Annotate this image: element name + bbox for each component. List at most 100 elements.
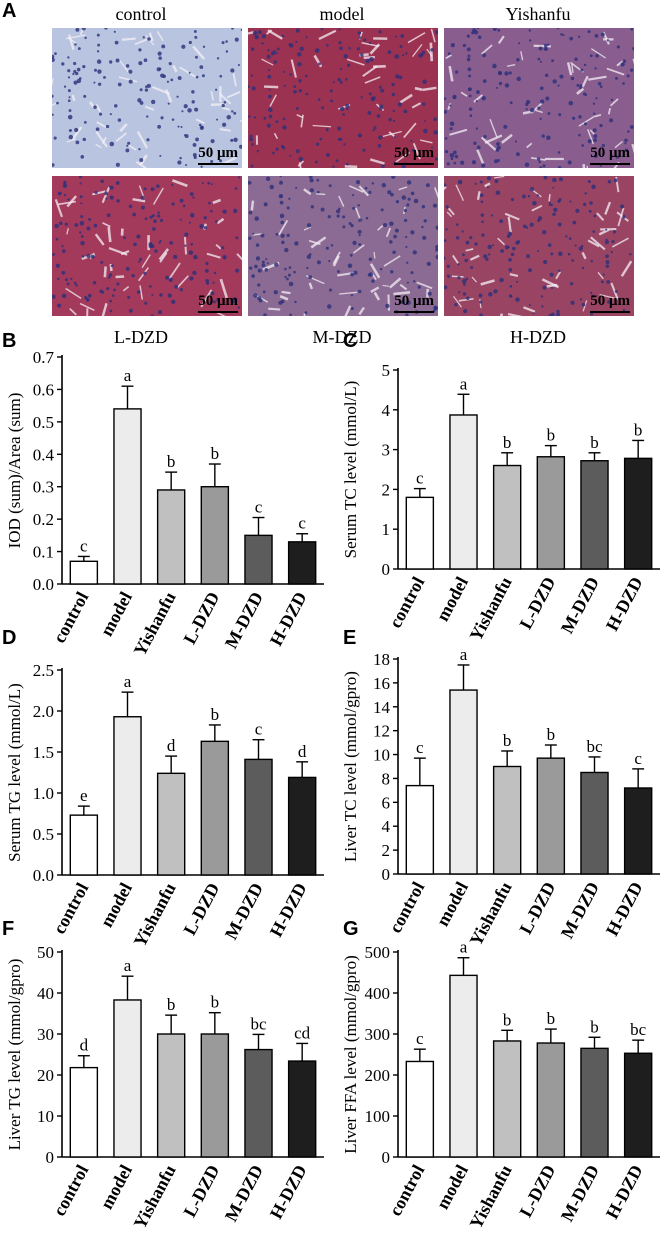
y-tick-label: 2	[382, 841, 391, 860]
bar-model	[449, 974, 478, 1158]
bar-yishanfu	[156, 772, 186, 876]
bar-m-dzd	[244, 1048, 273, 1158]
significance-letter: c	[255, 498, 263, 517]
y-tick-label: 4	[382, 817, 391, 836]
label-yishanfu: Yishanfu	[505, 4, 571, 24]
bar-l-dzd	[536, 1042, 566, 1158]
bar-yishanfu	[492, 1040, 522, 1158]
significance-letter: b	[547, 1009, 556, 1028]
significance-letter: c	[298, 514, 306, 533]
chart-c: 0 1 2 3 4 5 Serum TC level (mmol/L) c control a mo…	[341, 361, 660, 644]
scale-bar-line	[590, 311, 630, 313]
label-control: control	[115, 4, 167, 24]
micrograph-h-dzd: 50 μm	[444, 176, 634, 316]
y-tick-label: 5	[382, 361, 391, 380]
micrograph-control: 50 μm	[52, 28, 242, 168]
x-tick-label: Yishanfu	[465, 1161, 515, 1232]
x-tick-label: L-DZD	[179, 1161, 223, 1220]
significance-letter: d	[80, 1036, 89, 1055]
y-tick-label: 10	[373, 746, 390, 765]
y-axis-label: Serum TG level (mmol/L)	[5, 683, 24, 862]
significance-letter: b	[547, 426, 556, 445]
y-tick-label: 0.1	[33, 543, 54, 562]
significance-letter: b	[167, 995, 176, 1014]
bar-h-dzd	[623, 787, 653, 875]
bar-model	[113, 716, 142, 876]
y-tick-label: 0.0	[33, 866, 54, 885]
y-axis-label: IOD (sum)/Area (sum)	[5, 393, 24, 549]
x-tick-label: model	[96, 1161, 136, 1212]
y-tick-label: 30	[37, 1025, 54, 1044]
y-tick-label: 6	[382, 793, 391, 812]
y-tick-label: 1	[382, 520, 391, 539]
scale-bar-label: 50 μm	[394, 293, 434, 313]
significance-letter: c	[416, 1029, 424, 1048]
y-tick-label: 0.2	[33, 510, 54, 529]
significance-letter: c	[416, 469, 424, 488]
bar-control	[69, 560, 99, 585]
bar-control	[69, 814, 99, 876]
scale-bar-line	[394, 311, 434, 313]
panel-letter-b: B	[2, 330, 17, 352]
y-tick-label: 100	[365, 1107, 391, 1126]
x-tick-label: M-DZD	[557, 1161, 603, 1224]
significance-letter: c	[634, 749, 642, 768]
y-tick-label: 18	[373, 650, 390, 669]
y-tick-label: 0	[46, 1148, 55, 1167]
y-tick-label: 1.0	[33, 784, 54, 803]
significance-letter: b	[590, 1017, 599, 1036]
y-tick-label: 0	[382, 1148, 391, 1167]
scale-bar-label: 50 μm	[590, 293, 630, 313]
x-tick-label: control	[49, 1161, 92, 1219]
label-h-dzd: H-DZD	[510, 327, 566, 347]
significance-letter: b	[590, 433, 599, 452]
x-tick-label: H-DZD	[602, 1161, 647, 1222]
y-tick-label: 400	[365, 984, 391, 1003]
bar-m-dzd	[580, 771, 609, 875]
y-axis-label: Liver FFA level (mmol/gpro)	[341, 955, 360, 1153]
chart-b: 0.0 0.1 0.2 0.3 0.4 0.5 0.6 0.7 IOD (sum)/Area (…	[5, 348, 324, 659]
panel-letter-f: F	[2, 918, 15, 940]
bar-model	[449, 689, 478, 875]
scale-bar-label: 50 μm	[198, 293, 238, 313]
scale-bar-line	[394, 163, 434, 165]
y-tick-label: 300	[365, 1025, 391, 1044]
bar-h-dzd	[287, 541, 317, 585]
x-tick-label: control	[385, 1161, 428, 1219]
significance-letter: b	[503, 433, 512, 452]
bar-l-dzd	[200, 740, 230, 876]
x-tick-label: L-DZD	[515, 573, 559, 632]
significance-letter: a	[460, 645, 468, 664]
y-tick-label: 0.6	[33, 380, 54, 399]
significance-letter: b	[634, 420, 643, 439]
bar-h-dzd	[623, 1052, 653, 1158]
bar-m-dzd	[244, 534, 273, 585]
scale-bar-label: 50 μm	[394, 145, 434, 165]
significance-letter: d	[298, 742, 307, 761]
bar-h-dzd	[287, 1060, 317, 1158]
y-tick-label: 0.5	[33, 825, 54, 844]
significance-letter: b	[211, 993, 220, 1012]
bar-l-dzd	[200, 486, 230, 585]
significance-letter: a	[124, 366, 132, 385]
y-tick-label: 0	[382, 560, 391, 579]
y-tick-label: 0.5	[33, 413, 54, 432]
x-tick-label: Yishanfu	[129, 1161, 179, 1232]
bar-model	[113, 999, 142, 1158]
bar-control	[405, 784, 435, 875]
significance-letter: d	[167, 736, 176, 755]
bar-h-dzd	[623, 457, 653, 570]
y-axis-label: Liver TC level (mmol/gpro)	[341, 671, 360, 862]
micrograph-model: 50 μm	[248, 28, 438, 168]
chart-d: 0.0 0.5 1.0 1.5 2.0 2.5 Serum TG level (mmol/L…	[5, 661, 324, 950]
scale-bar-line	[590, 163, 630, 165]
x-tick-label: H-DZD	[602, 573, 647, 634]
significance-letter: c	[255, 720, 263, 739]
bar-l-dzd	[200, 1033, 230, 1158]
bar-yishanfu	[156, 489, 186, 585]
x-tick-label: control	[385, 573, 428, 631]
y-tick-label: 0.0	[33, 575, 54, 594]
bar-model	[449, 414, 478, 570]
y-tick-label: 16	[373, 674, 390, 693]
micrograph-m-dzd: 50 μm	[248, 176, 438, 316]
